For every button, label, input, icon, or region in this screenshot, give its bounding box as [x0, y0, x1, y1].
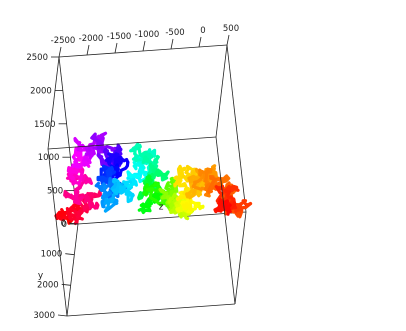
y-tick-2	[65, 253, 75, 256]
walk-segment-95	[137, 146, 154, 161]
x-tick-label-1: -2000	[79, 34, 104, 44]
x-tick-label-4: -500	[165, 28, 184, 38]
walk-segment-3	[68, 203, 84, 212]
walk-segment-114	[150, 193, 157, 204]
x-tick-1	[86, 44, 90, 56]
walk-segment-119	[145, 187, 164, 207]
y-axis-title: y	[38, 271, 44, 281]
box-edge-back-0	[77, 211, 247, 225]
walk-segment-55	[113, 155, 130, 166]
x-tick-3	[142, 40, 146, 52]
y-tick-label-3: 0	[61, 219, 66, 229]
axis-labels: -2500 -2000 -1500 -1000 -500 0 500 2500 2000 1500…	[26, 24, 239, 321]
z-axis-title: z	[159, 203, 164, 213]
walk-segment-5	[68, 213, 79, 225]
box-edge-front-1	[234, 211, 247, 305]
z-tick-label-3: 1000	[38, 153, 60, 163]
walk-segment-74	[100, 192, 109, 209]
walk-segment-65	[96, 175, 113, 187]
walk-path	[54, 131, 253, 225]
z-tick-label-5: 0	[62, 220, 67, 230]
z-tick-label-0: 2500	[26, 53, 48, 63]
x-tick-label-0: -2500	[51, 36, 76, 46]
x-tick-2	[114, 42, 118, 54]
y-tick-0	[57, 314, 68, 317]
box-edge-back-6	[215, 44, 228, 138]
walk-segment-87	[138, 166, 151, 177]
walk-segment-54	[106, 152, 119, 166]
walk-segment-64	[105, 165, 115, 181]
y-tick-1	[61, 283, 71, 286]
walk-segment-170	[198, 167, 213, 177]
x-tick-5	[198, 36, 202, 48]
walk-segment-33	[73, 137, 90, 153]
z-tick-label-4: 500	[47, 187, 63, 197]
walk-segment-81	[124, 185, 135, 204]
box-edge-front-4	[215, 136, 236, 305]
walk-segment-88	[132, 160, 146, 171]
walk-segment-36	[84, 145, 96, 156]
walk-segment-117	[142, 183, 157, 197]
box-edge-back-2	[66, 223, 79, 317]
x-tick-4	[170, 38, 174, 50]
y-tick-label-1: 2000	[37, 280, 59, 290]
walk-segment-72	[97, 182, 108, 192]
y-tick-3	[68, 222, 79, 225]
box-edge-back-4	[226, 44, 247, 213]
walk-segment-76	[103, 198, 114, 213]
box-edge-front-2	[47, 148, 68, 317]
walk-segment-94	[129, 142, 142, 156]
x-tick-label-2: -1500	[107, 32, 132, 42]
box-edge-back-5	[47, 56, 60, 150]
z-tick-label-2: 1500	[34, 120, 56, 130]
x-tick-label-6: 500	[223, 24, 239, 34]
walk-segment-30	[71, 155, 87, 169]
x-tick-label-3: -1000	[135, 30, 160, 40]
bounding-box-front	[47, 136, 247, 317]
walk-segment-151	[175, 164, 187, 180]
axis-ticks	[51, 34, 230, 317]
x-tick-0	[58, 46, 62, 58]
z-tick-label-1: 2000	[30, 86, 52, 96]
walk-segment-17	[73, 189, 82, 205]
walk-segment-6	[73, 209, 84, 225]
box-edge-front-3	[47, 136, 217, 150]
y-tick-label-0: 3000	[33, 311, 55, 321]
walk-segment-199	[222, 199, 232, 216]
box-edge-front-0	[66, 303, 236, 317]
walk-segment-150	[173, 175, 181, 188]
x-tick-6	[226, 34, 230, 46]
walk-segment-126	[166, 177, 178, 197]
walk-segment-145	[181, 190, 193, 211]
y-tick-label-2: 1000	[41, 250, 63, 260]
walk-segment-187	[235, 199, 253, 212]
walk-segment-25	[66, 164, 82, 175]
x-tick-label-5: 0	[200, 26, 205, 36]
